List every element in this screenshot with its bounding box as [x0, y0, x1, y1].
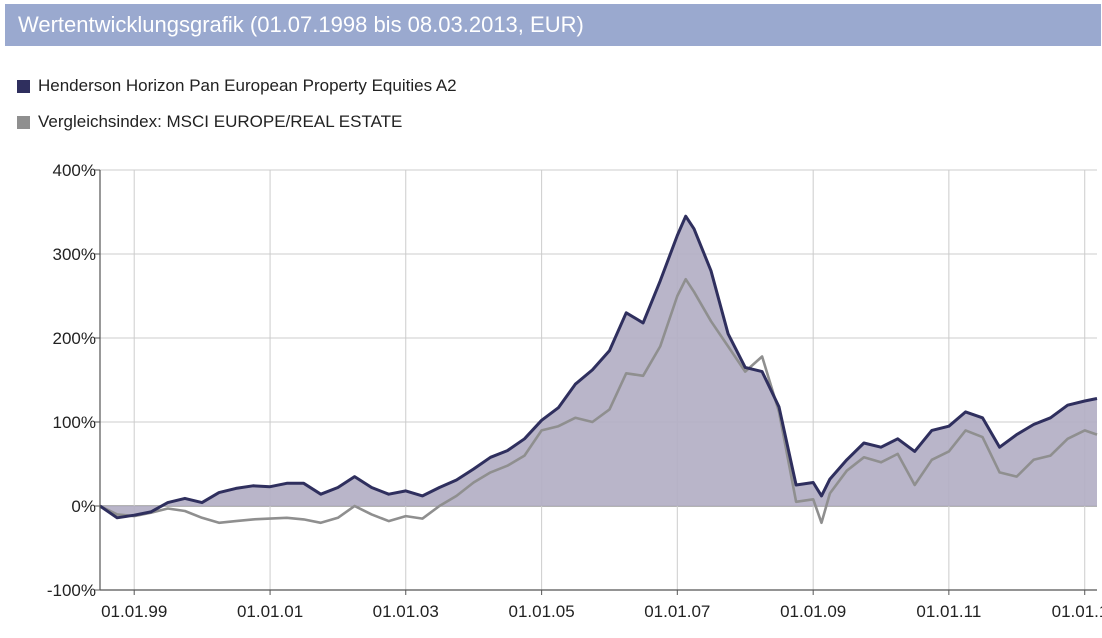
x-tick-label: 01.01.99: [101, 602, 167, 621]
legend-label-index: Vergleichsindex: MSCI EUROPE/REAL ESTATE: [38, 112, 403, 131]
chart-title-bar: Wertentwicklungsgrafik (01.07.1998 bis 0…: [5, 4, 1101, 46]
y-tick-label: 100%: [53, 413, 96, 432]
legend-swatch-index: [17, 115, 30, 129]
x-tick-label: 01.01.09: [780, 602, 846, 621]
chart-title: Wertentwicklungsgrafik (01.07.1998 bis 0…: [18, 12, 584, 37]
x-tick-label: 01.01.05: [509, 602, 575, 621]
x-tick-label: 01.01.07: [644, 602, 710, 621]
legend-swatch-fund: [17, 79, 30, 93]
x-tick-label: 01.01.01: [237, 602, 303, 621]
y-tick-label: 300%: [53, 245, 96, 264]
legend: Henderson Horizon Pan European Property …: [17, 75, 457, 147]
legend-item-index: Vergleichsindex: MSCI EUROPE/REAL ESTATE: [17, 111, 457, 133]
y-tick-label: -100%: [47, 581, 96, 600]
y-tick-label: 200%: [53, 329, 96, 348]
y-tick-label: 400%: [53, 161, 96, 180]
fund-area: [100, 216, 1097, 518]
x-tick-label: 01.01.11: [916, 602, 981, 621]
legend-item-fund: Henderson Horizon Pan European Property …: [17, 75, 457, 97]
legend-label-fund: Henderson Horizon Pan European Property …: [38, 76, 457, 95]
x-tick-label: 01.01.13: [1052, 602, 1102, 621]
y-tick-label: 0%: [71, 497, 96, 516]
index-series-line: [99, 277, 1098, 525]
x-tick-label: 01.01.03: [373, 602, 439, 621]
fund-series-line: [99, 214, 1098, 520]
